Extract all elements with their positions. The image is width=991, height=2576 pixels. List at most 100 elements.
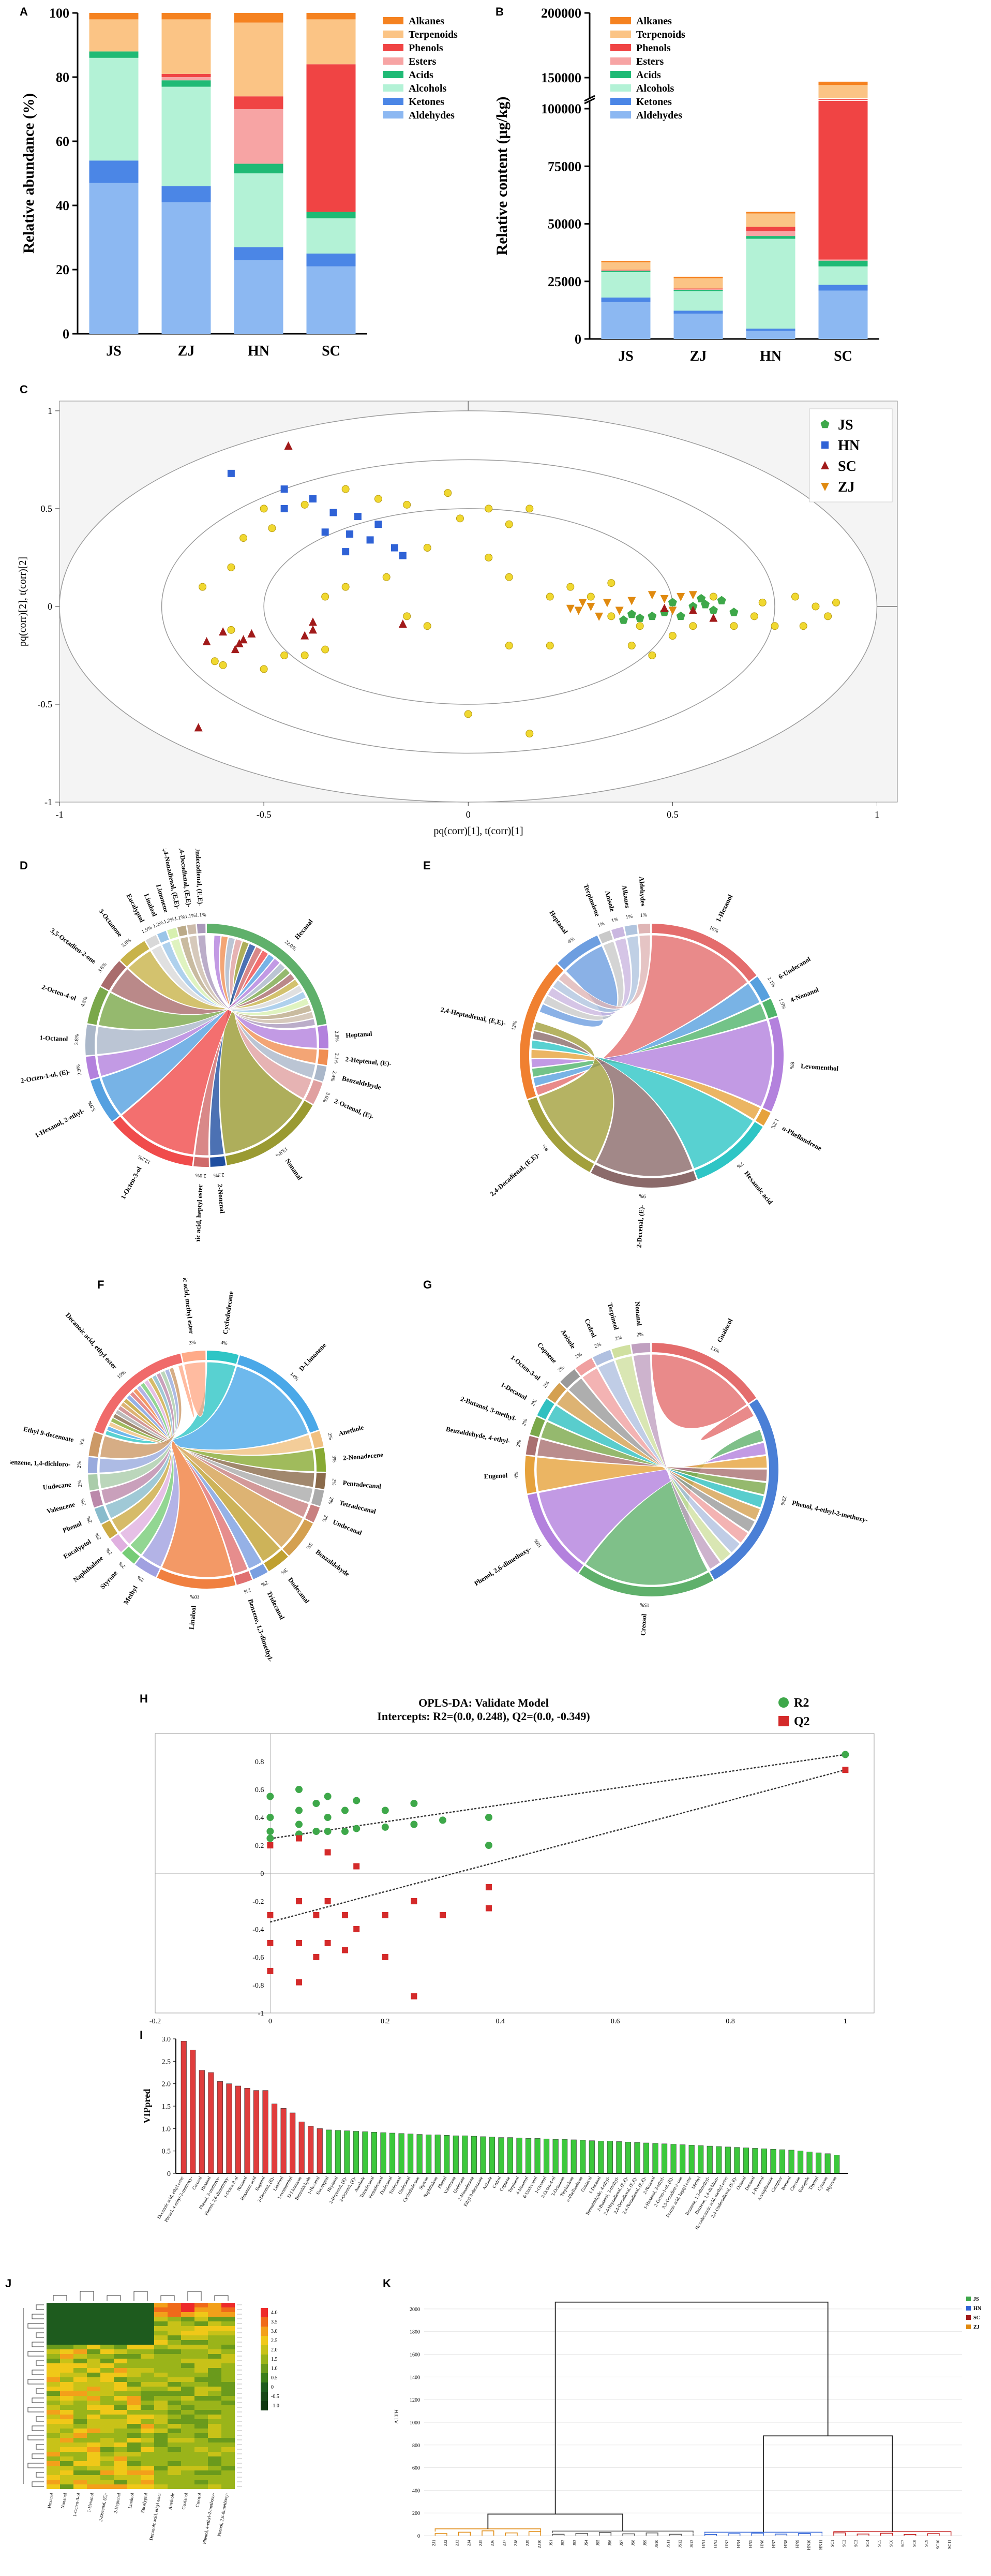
y-tick-label: 200 — [412, 2511, 420, 2516]
chord-ribbon — [552, 936, 640, 1013]
chord-ribbon — [99, 1368, 179, 1473]
chord-arc — [537, 1399, 554, 1419]
heatmap-cell — [208, 2415, 221, 2419]
heatmap-cell — [168, 2466, 181, 2470]
point-hn — [309, 495, 317, 503]
heatmap-cell — [47, 2429, 60, 2433]
legend-label: Acids — [636, 69, 661, 81]
point-hn — [227, 469, 235, 477]
chord-percent: 10% — [533, 1537, 543, 1548]
point-hn — [366, 536, 374, 544]
heatmap-cell — [114, 2415, 127, 2419]
heatmap-cell — [194, 2461, 208, 2466]
chart-b-stacked-bar: 0 25000 50000 75000 100000 150000 200000 Relati… — [493, 6, 879, 364]
heatmap-cell — [194, 2470, 208, 2475]
chord-ribbon — [209, 943, 256, 1156]
q2-point — [267, 1940, 274, 1946]
dendrogram-cluster-link — [704, 2531, 823, 2534]
chord-label: 3,5-Octadien-2-one — [49, 926, 98, 965]
chord-label: 4-Nonanol — [789, 985, 820, 1003]
heatmap-cell — [100, 2484, 114, 2489]
dendrogram-leaf-label: SC9 — [924, 2540, 928, 2547]
heatmap-cell — [168, 2345, 181, 2349]
heatmap-cell — [73, 2363, 87, 2368]
heatmap-cell — [60, 2391, 73, 2396]
chord-percent: 12.2% — [137, 1153, 152, 1165]
heatmap-cell — [168, 2396, 181, 2401]
heatmap-cell — [87, 2442, 100, 2447]
chord-percent: 2.0% — [196, 1172, 206, 1178]
heatmap-cell — [73, 2354, 87, 2359]
chord-percent: 1% — [625, 914, 633, 921]
heatmap-cell — [141, 2307, 154, 2312]
bar-segment-alcohols — [89, 57, 139, 161]
heatmap-cell — [47, 2335, 60, 2340]
vip-bar — [544, 2138, 550, 2174]
heatmap-cell — [100, 2321, 114, 2326]
bar-segment-ketones — [818, 285, 868, 291]
heatmap-cell — [181, 2419, 194, 2424]
heatmap-cell — [208, 2452, 221, 2456]
chord-arc — [193, 1157, 209, 1167]
heatmap-cell — [141, 2354, 154, 2359]
vip-bar — [244, 2088, 250, 2174]
heatmap-cell — [181, 2456, 194, 2461]
legend-label: Esters — [409, 56, 437, 67]
plot-area — [424, 2298, 962, 2536]
chord-arc — [234, 1571, 252, 1585]
chord-percent: 2% — [331, 1478, 337, 1486]
chord-percent: 2% — [243, 1587, 251, 1595]
heatmap-cell — [47, 2340, 60, 2345]
chord-percent: 1.2% — [152, 920, 164, 929]
heatmap-cell — [127, 2326, 141, 2331]
point-sc — [202, 637, 211, 645]
heatmap-cell — [73, 2303, 87, 2307]
x-tick-label: JS — [106, 343, 122, 359]
y-tick-label: -0.4 — [252, 1926, 264, 1934]
heatmap-cell — [127, 2461, 141, 2466]
chord-ribbon — [119, 1379, 173, 1545]
bar-segment-alkanes — [673, 276, 723, 278]
bar-segment-phenols — [601, 270, 651, 271]
chord-arc — [88, 1474, 99, 1491]
heatmap-cell — [73, 2377, 87, 2382]
dendrogram-leaf-link — [482, 2530, 494, 2536]
chord-label: Levomenthol — [801, 1062, 839, 1072]
heatmap-cell — [100, 2424, 114, 2429]
heatmap-cell — [60, 2456, 73, 2461]
heatmap-cell — [221, 2321, 235, 2326]
r2-point — [353, 1825, 361, 1832]
vip-bar — [834, 2155, 840, 2174]
chart-c-loading-plot: -1 -0.5 0 0.5 1 -1 -0.5 0 0.5 1 pq(corr)[1], t(cor… — [17, 401, 898, 837]
heatmap-cell — [73, 2456, 87, 2461]
point-hn — [374, 521, 382, 528]
chord-label: 2-Octenal, (E)- — [333, 1097, 375, 1121]
heatmap-cell — [73, 2475, 87, 2480]
heatmap-cell — [194, 2340, 208, 2345]
dendrogram-leaf-label: ZJ3 — [455, 2540, 460, 2546]
heatmap-cell — [100, 2415, 114, 2419]
heatmap-cell — [60, 2349, 73, 2354]
y-tick-label: 0 — [63, 327, 69, 342]
chord-ribbon — [538, 1442, 767, 1564]
chord-ribbon — [99, 1367, 182, 1459]
panel-label-g: G — [423, 1278, 432, 1291]
legend-swatch — [610, 44, 631, 51]
x-tick-label: 1 — [875, 809, 879, 820]
heatmap-cell — [87, 2429, 100, 2433]
chord-ribbon — [633, 1354, 721, 1570]
legend-swatch — [610, 57, 631, 65]
r2-point — [266, 1793, 274, 1800]
row-dendrogram-branch — [36, 2360, 44, 2366]
heatmap-cell — [73, 2424, 87, 2429]
heatmap-cell — [100, 2345, 114, 2349]
x-tick-label: 0 — [268, 2018, 272, 2023]
heatmap-cell — [60, 2335, 73, 2340]
point-zj — [688, 591, 697, 600]
vip-bar — [580, 2140, 586, 2174]
heatmap-cell — [100, 2373, 114, 2377]
bar-segment-phenols — [161, 73, 211, 77]
point-variable — [280, 651, 289, 659]
bar-segment-esters — [746, 231, 795, 236]
heatmap-cell — [114, 2480, 127, 2484]
